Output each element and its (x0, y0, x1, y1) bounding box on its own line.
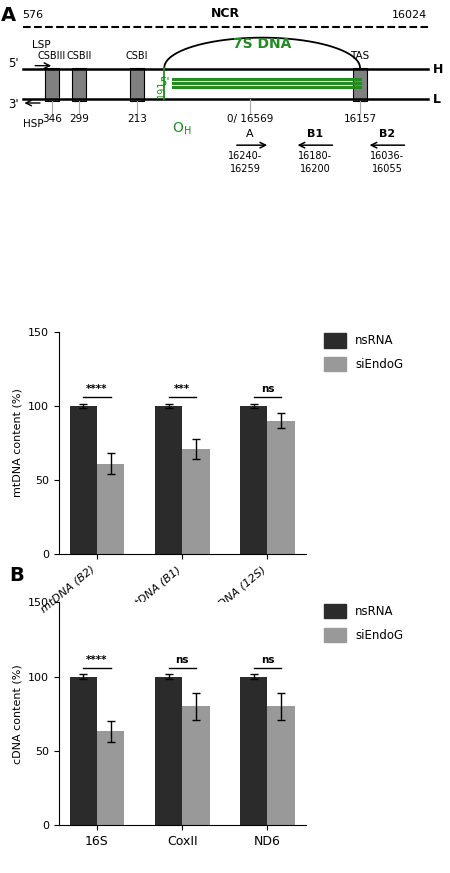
Text: 5': 5' (8, 58, 19, 71)
Text: 191: 191 (157, 79, 167, 98)
Text: ****: **** (86, 655, 108, 664)
Text: B: B (9, 566, 24, 585)
Bar (240, 406, 267, 554)
Bar (97, 732, 124, 825)
Text: NCR: NCR (211, 7, 239, 19)
Text: 346: 346 (42, 114, 62, 125)
Legend: nsRNA, siEndoG: nsRNA, siEndoG (324, 604, 403, 642)
Text: 5': 5' (159, 76, 170, 89)
Text: HSP: HSP (22, 119, 43, 129)
Text: CSBI: CSBI (126, 51, 148, 61)
Text: B2: B2 (379, 128, 395, 139)
Text: CSBII: CSBII (66, 51, 91, 61)
Bar (182, 706, 210, 825)
Text: 16036-: 16036- (370, 150, 404, 161)
Bar (130, 68, 144, 100)
Text: 213: 213 (127, 114, 147, 125)
Text: ***: *** (174, 384, 190, 394)
Bar (155, 677, 182, 825)
Text: ns: ns (261, 655, 274, 664)
Text: 16240-: 16240- (228, 150, 262, 161)
Text: 576: 576 (22, 10, 44, 19)
Bar (97, 464, 124, 554)
Text: H: H (433, 63, 443, 76)
Text: 16055: 16055 (372, 164, 402, 174)
Text: 16200: 16200 (300, 164, 330, 174)
Bar (267, 706, 295, 825)
Text: B1: B1 (307, 128, 323, 139)
Text: ****: **** (86, 384, 108, 394)
Text: $\mathrm{O_H}$: $\mathrm{O_H}$ (172, 120, 192, 137)
Text: CSBIII: CSBIII (38, 51, 66, 61)
Bar (155, 406, 182, 554)
Text: 16180-: 16180- (298, 150, 332, 161)
Bar (72, 68, 86, 100)
Text: L: L (433, 93, 441, 106)
Bar (45, 68, 59, 100)
Text: 16157: 16157 (343, 114, 377, 125)
Text: LSP: LSP (32, 39, 51, 50)
Bar (182, 449, 210, 554)
Bar (70, 677, 97, 825)
Text: A: A (1, 6, 16, 25)
Text: 0/ 16569: 0/ 16569 (226, 114, 273, 125)
Text: ns: ns (176, 655, 189, 664)
Bar (267, 421, 295, 554)
Legend: nsRNA, siEndoG: nsRNA, siEndoG (324, 333, 403, 371)
Text: A: A (246, 128, 253, 139)
Text: TAS: TAS (351, 51, 369, 61)
Bar (353, 68, 367, 100)
Text: 16259: 16259 (230, 164, 261, 174)
Text: ns: ns (261, 384, 274, 394)
Y-axis label: mtDNA content (%): mtDNA content (%) (12, 388, 22, 498)
Y-axis label: cDNA content (%): cDNA content (%) (12, 663, 22, 764)
Text: 3': 3' (8, 99, 19, 112)
Bar (70, 406, 97, 554)
Text: 16024: 16024 (392, 10, 427, 19)
Text: 299: 299 (69, 114, 89, 125)
Bar (240, 677, 267, 825)
Text: 7S DNA: 7S DNA (233, 37, 291, 51)
